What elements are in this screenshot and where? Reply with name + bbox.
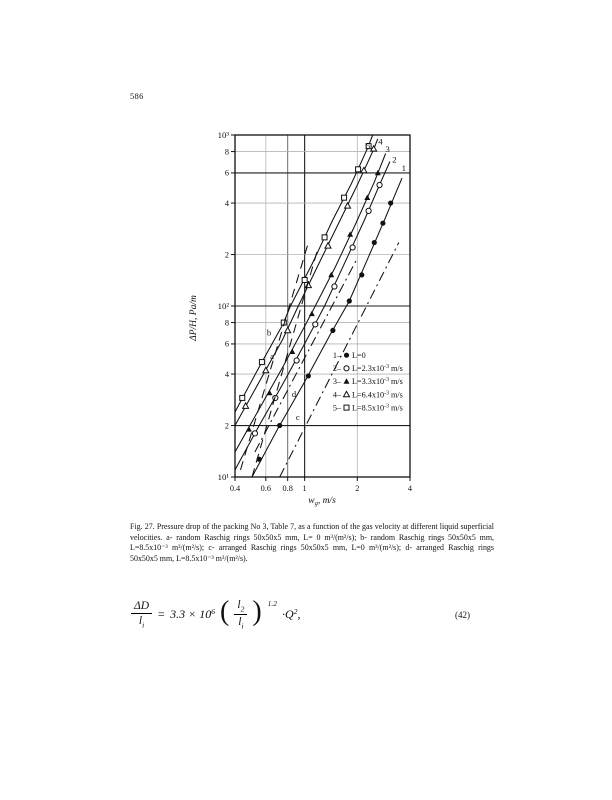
x-tick-label: 0.6: [261, 484, 271, 493]
y-tick-label: 8: [225, 318, 229, 327]
x-tick-label: 0.8: [282, 484, 292, 493]
equation-inner-denominator: li: [238, 616, 244, 631]
x-tick-label: 1: [303, 484, 307, 493]
y-tick-label: 2: [225, 421, 229, 430]
y-tick-label: 6: [225, 340, 229, 349]
y-tick-label: 10¹: [218, 472, 230, 482]
grid: [235, 135, 410, 477]
equation-outer-exponent: 1.2: [267, 599, 278, 609]
equation-rhs: ·Q2,: [282, 607, 301, 622]
equation-lhs-fraction: ΔD li: [131, 600, 153, 630]
legend-index: 5–: [333, 403, 342, 412]
series-3: 3: [235, 144, 390, 453]
y-tick-label: 10³: [218, 130, 230, 140]
y-axis-title: ΔP/H, Pa/m: [189, 295, 199, 342]
close-paren: ): [252, 596, 262, 628]
series-c: c: [279, 242, 400, 477]
legend-index: 2–: [333, 364, 342, 373]
series-4: 4: [235, 136, 383, 426]
figure-caption: Fig. 27. Pressure drop of the packing No…: [130, 522, 494, 563]
legend: 1– L=0 2– L=2.3x10-3 m/s 3– L=3.3x10-3 m/s 4– L…: [333, 351, 403, 412]
y-tick-label: 4: [225, 370, 230, 379]
equation-coefficient: 3.3 × 106: [170, 607, 216, 622]
curve-label-b: b: [267, 327, 272, 337]
curve-label-5: 5: [366, 141, 371, 151]
y-tick-label: 10²: [218, 301, 230, 311]
y-tick-label: 2: [225, 250, 229, 259]
equation-inner-numerator: l2: [234, 599, 248, 616]
curve-label-c: c: [296, 412, 300, 422]
series-b: b: [239, 239, 310, 471]
series-a: a: [251, 250, 318, 477]
curve-label-a: a: [270, 351, 274, 361]
legend-label: L=8.5x10-3 m/s: [352, 403, 403, 412]
x-tick-label: 0.4: [230, 484, 241, 493]
legend-label: L=6.4x10-3 m/s: [352, 390, 403, 399]
legend-index: 1–: [333, 351, 342, 360]
y-tick-label: 6: [225, 169, 229, 178]
curve-label-2: 2: [392, 155, 396, 165]
equation-number: (42): [455, 610, 470, 620]
equation-equals: =: [157, 607, 166, 622]
equation-lhs-denominator: li: [138, 615, 145, 630]
curve-label-4: 4: [378, 136, 383, 146]
curve-label-3: 3: [385, 144, 390, 154]
legend-label: L=0: [352, 351, 366, 360]
x-tick-label: 4: [408, 484, 413, 493]
page-number: 586: [130, 91, 144, 101]
open-paren: (: [220, 596, 230, 628]
x-axis-title: wg, m/s: [308, 496, 336, 507]
series-d: d: [254, 258, 358, 453]
series-1: 1: [251, 163, 406, 477]
x-tick-label: 2: [355, 484, 359, 493]
legend-label: L=2.3x10-3 m/s: [352, 364, 403, 373]
legend-index: 3–: [333, 377, 342, 386]
equation-42: ΔD li = 3.3 × 106 ( l2 li ) 1.2 ·Q2,: [131, 596, 301, 631]
y-tick-label: 8: [225, 147, 229, 156]
equation-inner-fraction: l2 li: [234, 599, 248, 631]
curve-label-1: 1: [402, 163, 406, 173]
series-2: 2: [235, 155, 397, 471]
legend-index: 4–: [333, 390, 342, 399]
y-tick-label: 4: [225, 199, 230, 208]
legend-label: L=3.3x10-3 m/s: [352, 377, 403, 386]
equation-lhs-numerator: ΔD: [131, 600, 153, 615]
curve-label-d: d: [292, 389, 297, 399]
